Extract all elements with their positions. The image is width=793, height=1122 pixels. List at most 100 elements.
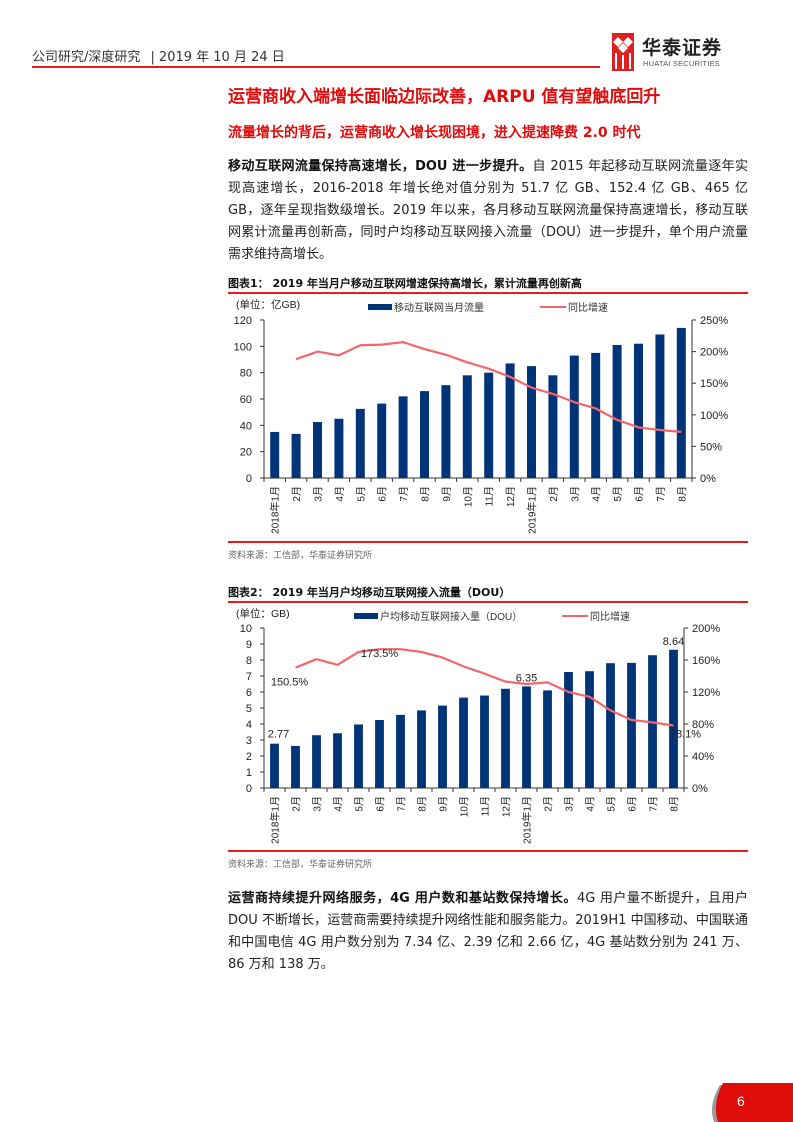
figure1-divider bbox=[228, 292, 748, 294]
data-annotation: 173.5% bbox=[361, 648, 399, 660]
x-tick-label: 3月 bbox=[312, 796, 324, 812]
chart-bar bbox=[591, 352, 601, 478]
y-tick-label: 4 bbox=[246, 719, 252, 731]
paragraph-body: 自 2015 年起移动互联网流量逐年实现高速增长，2016-2018 年增长绝对… bbox=[228, 159, 748, 262]
chart-bar bbox=[564, 672, 573, 788]
unit-label: (单位：GB) bbox=[236, 607, 290, 620]
y2-tick-label: 160% bbox=[692, 655, 720, 667]
x-tick-label: 4月 bbox=[334, 486, 346, 502]
y-tick-label: 2 bbox=[246, 751, 252, 763]
y-tick-label: 80 bbox=[240, 368, 252, 380]
y2-tick-label: 150% bbox=[700, 378, 728, 390]
chart-bar bbox=[501, 688, 510, 788]
chart-bar bbox=[420, 391, 429, 478]
chart-bar bbox=[527, 366, 536, 478]
x-tick-label: 10月 bbox=[459, 796, 471, 817]
chart-bar bbox=[669, 649, 678, 788]
page-number: 6 bbox=[737, 1093, 745, 1109]
x-tick-label: 3月 bbox=[313, 486, 325, 502]
data-annotation: 150.5% bbox=[271, 677, 309, 689]
chart-bar bbox=[548, 375, 558, 478]
chart-bar bbox=[333, 733, 342, 788]
y2-tick-label: 40% bbox=[692, 751, 714, 763]
y2-tick-label: 80% bbox=[692, 719, 714, 731]
chart-bar bbox=[291, 433, 301, 478]
chart-bar bbox=[569, 355, 579, 478]
y-tick-label: 5 bbox=[246, 703, 252, 715]
x-tick-label: 12月 bbox=[501, 796, 513, 817]
chart-bar bbox=[462, 375, 472, 478]
y-tick-label: 100 bbox=[234, 341, 252, 353]
chart-bar bbox=[480, 695, 489, 788]
chart-bar bbox=[270, 431, 280, 478]
x-tick-label: 10月 bbox=[462, 486, 474, 507]
x-tick-label: 6月 bbox=[377, 486, 389, 502]
header-category: 公司研究/深度研究 bbox=[32, 50, 141, 65]
y-tick-label: 9 bbox=[246, 639, 252, 651]
company-logo: 华泰证券 HUATAI SECURITIES bbox=[612, 33, 772, 73]
x-tick-label: 8月 bbox=[669, 796, 681, 812]
x-tick-label: 4月 bbox=[333, 796, 345, 812]
chart-bar bbox=[398, 396, 408, 478]
x-tick-label: 2月 bbox=[291, 486, 303, 502]
chart-bar bbox=[291, 745, 300, 788]
figure2-bottom-divider bbox=[228, 850, 748, 852]
paragraph-dou: 移动互联网流量保持高速增长，DOU 进一步提升。自 2015 年起移动互联网流量… bbox=[228, 156, 748, 266]
x-tick-label: 2月 bbox=[291, 796, 303, 812]
x-tick-label: 2019年1月 bbox=[521, 796, 534, 844]
y2-tick-label: 120% bbox=[692, 687, 720, 699]
x-tick-label: 7月 bbox=[648, 796, 660, 812]
section-title: 运营商收入端增长面临边际改善，ARPU 值有望触底回升 bbox=[228, 87, 661, 107]
chart-bar bbox=[375, 720, 384, 788]
y2-tick-label: 0% bbox=[700, 473, 716, 485]
paragraph-body: 4G 用户量不断提升，且用户 DOU 不断增长，运营商需要持续提升网络性能和服务… bbox=[228, 891, 748, 972]
x-tick-label: 7月 bbox=[655, 486, 667, 502]
data-annotation: 78.1% bbox=[670, 729, 701, 741]
x-tick-label: 6月 bbox=[634, 486, 646, 502]
legend-bar-swatch bbox=[354, 613, 378, 619]
chart-bar bbox=[612, 345, 622, 478]
chart-bar bbox=[312, 735, 321, 788]
y2-tick-label: 200% bbox=[692, 623, 720, 635]
paragraph-lead: 移动互联网流量保持高速增长，DOU 进一步提升。 bbox=[228, 159, 533, 174]
y-tick-label: 3 bbox=[246, 735, 252, 747]
figure2-divider bbox=[228, 601, 748, 603]
x-tick-label: 11月 bbox=[480, 796, 492, 816]
section-subtitle: 流量增长的背后，运营商收入增长现困境，进入提速降费 2.0 时代 bbox=[228, 125, 641, 141]
logo-mark-icon bbox=[612, 33, 634, 71]
logo-cn-text: 华泰证券 bbox=[642, 37, 723, 59]
header-separator: | bbox=[150, 50, 155, 65]
x-tick-label: 8月 bbox=[420, 486, 432, 502]
x-tick-label: 5月 bbox=[606, 796, 618, 812]
x-tick-label: 11月 bbox=[484, 486, 496, 506]
y-tick-label: 8 bbox=[246, 655, 252, 667]
x-tick-label: 5月 bbox=[612, 486, 624, 502]
y2-tick-label: 250% bbox=[700, 315, 728, 327]
legend-bar-swatch bbox=[368, 304, 392, 310]
x-tick-label: 9月 bbox=[441, 486, 453, 502]
chart-bar bbox=[634, 343, 643, 478]
figure2-chart: (单位：GB) 户均移动互联网接入量（DOU） 同比增速 0 1 2 3 4 5 6 7 8 9 10 0%… bbox=[228, 603, 748, 847]
logo-en-text: HUATAI SECURITIES bbox=[643, 59, 720, 68]
data-annotation: 6.35 bbox=[516, 672, 537, 684]
x-tick-label: 6月 bbox=[375, 796, 387, 812]
y-tick-label: 0 bbox=[246, 473, 252, 485]
x-tick-label: 3月 bbox=[569, 486, 581, 502]
y-tick-label: 10 bbox=[240, 623, 252, 635]
x-tick-label: 2月 bbox=[543, 796, 555, 812]
chart-bar bbox=[396, 714, 405, 788]
x-tick-label: 5月 bbox=[354, 796, 366, 812]
figure2-source: 资料来源：工信部，华泰证券研究所 bbox=[228, 860, 373, 870]
data-annotation: 8.64 bbox=[663, 636, 684, 648]
chart-bar bbox=[355, 408, 365, 478]
chart-bar bbox=[606, 663, 615, 788]
header-divider bbox=[32, 66, 600, 68]
growth-line bbox=[295, 341, 682, 433]
y2-tick-label: 100% bbox=[700, 410, 728, 422]
y-tick-label: 6 bbox=[246, 687, 252, 699]
x-tick-label: 2018年1月 bbox=[269, 796, 282, 844]
page-tab-shape bbox=[712, 1083, 793, 1122]
y-tick-label: 1 bbox=[246, 767, 252, 779]
x-tick-label: 12月 bbox=[505, 486, 517, 507]
chart1-svg: (单位：亿GB) 移动互联网当月流量 同比增速 0 20 40 60 80 100 120 0% 50… bbox=[234, 298, 729, 534]
